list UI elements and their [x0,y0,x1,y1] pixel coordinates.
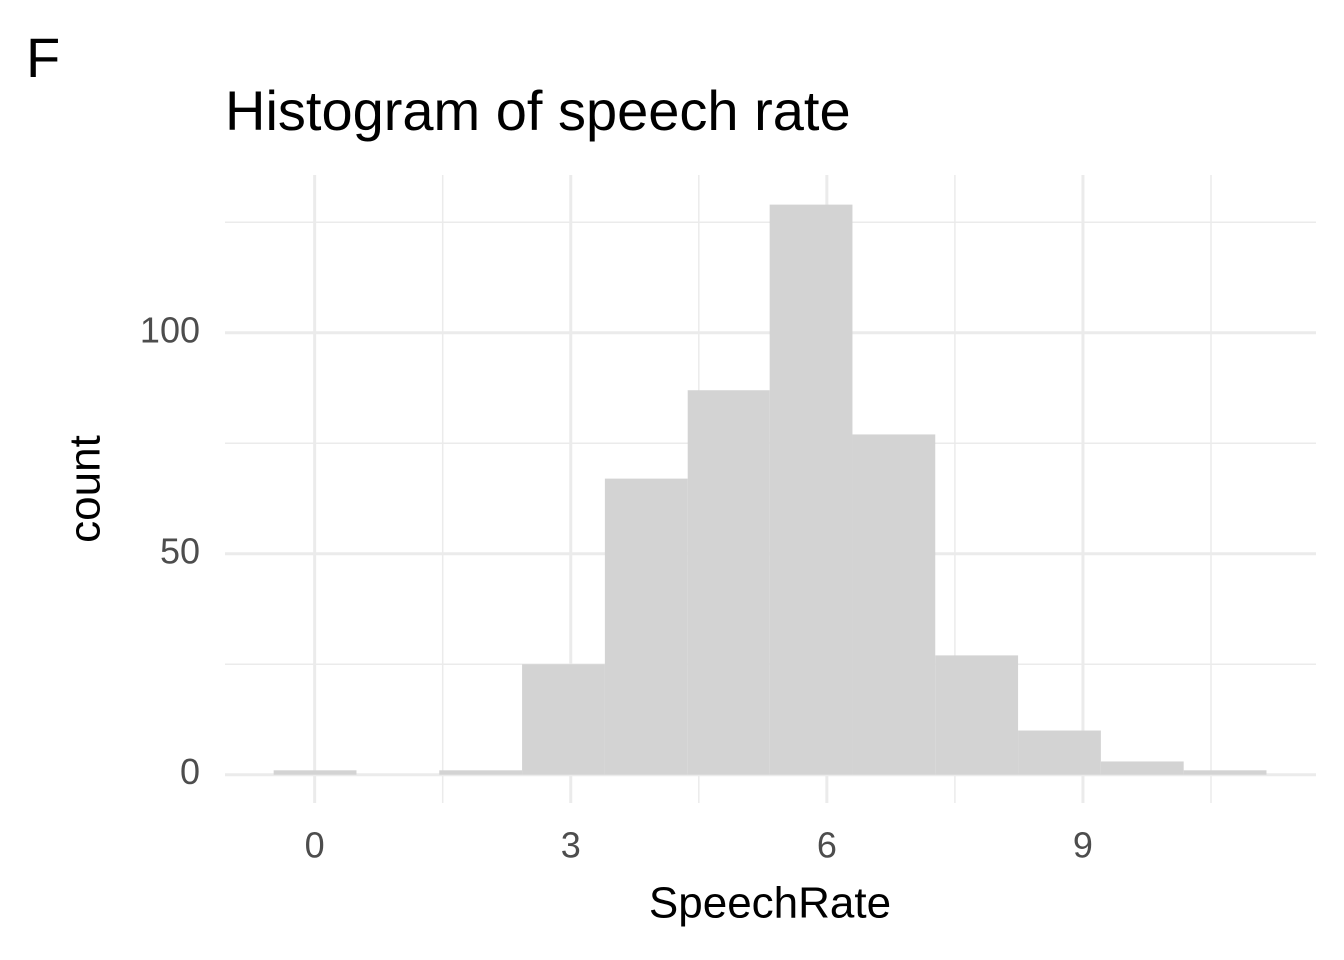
bar [1100,761,1184,775]
y-tick-label: 0 [180,751,200,792]
x-tick-label: 0 [305,825,325,866]
bar [687,390,770,775]
y-axis-title: count [61,435,110,543]
chart-title: Histogram of speech rate [225,79,851,142]
bar [522,664,605,775]
bar [273,770,357,775]
y-tick-label: 50 [160,530,200,571]
bar [769,204,853,775]
y-tick-label: 100 [140,309,200,350]
x-tick-label: 9 [1073,825,1093,866]
x-tick-label: 3 [561,825,581,866]
panel-tag: F [26,26,60,89]
bar [935,655,1019,775]
bar [604,478,688,775]
bar [1183,770,1267,775]
x-tick-label: 6 [817,825,837,866]
x-axis-title: SpeechRate [649,879,891,928]
bar [439,770,523,775]
bar [852,434,936,775]
bar [1018,730,1101,775]
